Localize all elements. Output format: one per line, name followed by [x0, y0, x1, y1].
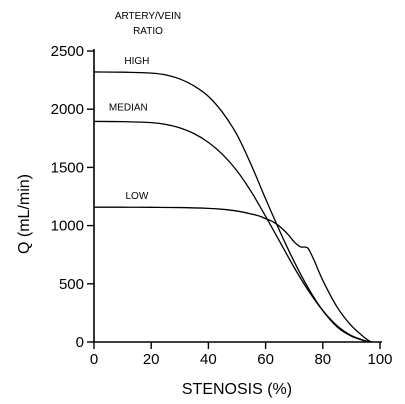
series-label-low: LOW — [126, 191, 149, 202]
y-axis-title: Q (mL/min) — [16, 174, 33, 254]
legend-title-line-2: RATIO — [133, 26, 163, 37]
y-tick-label-1500: 1500 — [51, 159, 84, 176]
series-group — [93, 71, 372, 343]
y-tick-label-1000: 1000 — [51, 218, 84, 235]
series-labels: HIGH MEDIAN LOW — [109, 56, 150, 202]
series-label-median: MEDIAN — [109, 102, 148, 113]
series-line-high — [93, 71, 372, 343]
legend-title: ARTERY/VEIN RATIO — [115, 11, 181, 37]
legend-title-line-1: ARTERY/VEIN — [115, 11, 181, 22]
series-line-low — [93, 206, 372, 343]
x-tick-label-20: 20 — [143, 351, 160, 368]
x-tick-label-80: 80 — [314, 351, 331, 368]
x-tick-label-0: 0 — [90, 351, 98, 368]
x-tick-label-40: 40 — [200, 351, 217, 368]
y-tick-label-2500: 2500 — [51, 43, 84, 60]
y-tick-label-500: 500 — [59, 276, 84, 293]
y-tick-label-2000: 2000 — [51, 101, 84, 118]
series-line-median — [93, 120, 372, 343]
x-tick-label-60: 60 — [257, 351, 274, 368]
y-tick-label-0: 0 — [76, 334, 84, 351]
series-label-high: HIGH — [124, 56, 149, 67]
x-axis-title: STENOSIS (%) — [182, 381, 292, 398]
x-tick-label-100: 100 — [367, 351, 392, 368]
